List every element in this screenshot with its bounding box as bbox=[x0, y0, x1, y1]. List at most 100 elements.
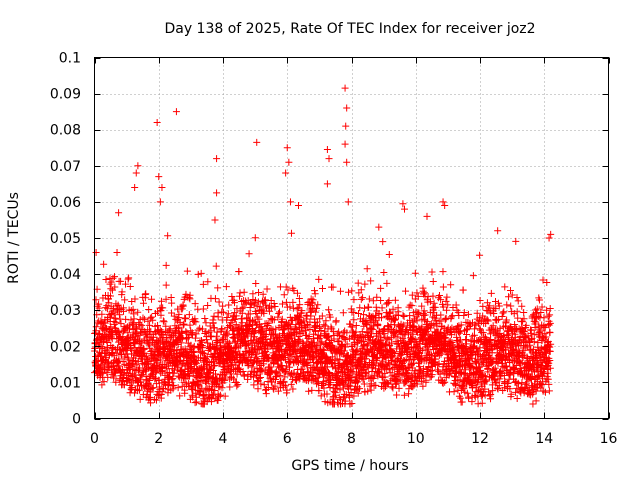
data-point bbox=[179, 302, 187, 310]
data-point bbox=[493, 316, 501, 324]
data-point bbox=[373, 293, 381, 301]
data-point bbox=[441, 202, 449, 210]
data-point bbox=[144, 356, 152, 364]
data-point bbox=[179, 321, 187, 329]
data-point bbox=[124, 329, 132, 337]
data-point bbox=[439, 198, 447, 206]
data-point bbox=[504, 379, 512, 387]
data-point bbox=[233, 370, 241, 378]
data-point bbox=[125, 356, 133, 364]
data-point bbox=[213, 332, 221, 340]
data-point bbox=[476, 325, 484, 333]
data-point bbox=[192, 318, 200, 326]
data-point bbox=[514, 314, 522, 322]
x-tick-label: 0 bbox=[90, 431, 99, 447]
data-point bbox=[168, 333, 176, 341]
data-point bbox=[202, 357, 210, 365]
data-point bbox=[107, 323, 115, 331]
data-point bbox=[399, 200, 407, 208]
data-point bbox=[157, 394, 165, 402]
data-point bbox=[203, 353, 211, 361]
data-point bbox=[325, 306, 333, 314]
data-point bbox=[503, 301, 511, 309]
data-point bbox=[228, 293, 236, 301]
data-point bbox=[469, 272, 477, 280]
data-point bbox=[421, 289, 428, 297]
data-point bbox=[282, 298, 290, 306]
data-point bbox=[239, 368, 247, 376]
data-point bbox=[323, 146, 331, 154]
data-point bbox=[249, 317, 257, 325]
data-point bbox=[207, 333, 215, 341]
data-point bbox=[148, 295, 156, 303]
data-point bbox=[166, 325, 174, 333]
data-point bbox=[188, 391, 196, 399]
data-point bbox=[506, 286, 514, 294]
data-point bbox=[253, 302, 261, 310]
data-point bbox=[136, 386, 144, 394]
data-point bbox=[149, 333, 157, 341]
data-point bbox=[121, 296, 129, 304]
data-point bbox=[111, 314, 119, 322]
data-point bbox=[199, 280, 207, 288]
data-point bbox=[189, 386, 197, 394]
data-point bbox=[533, 305, 541, 313]
data-point bbox=[259, 290, 267, 298]
data-point bbox=[246, 300, 254, 308]
data-point bbox=[260, 309, 268, 317]
data-point bbox=[162, 322, 170, 330]
data-point bbox=[225, 301, 233, 309]
data-point bbox=[196, 387, 204, 395]
data-point bbox=[158, 364, 166, 371]
data-point bbox=[230, 375, 238, 383]
data-point bbox=[282, 283, 290, 291]
data-point bbox=[215, 393, 223, 401]
data-point bbox=[126, 283, 134, 291]
data-point bbox=[126, 325, 134, 333]
data-point bbox=[252, 310, 260, 318]
data-point bbox=[156, 198, 164, 206]
data-point bbox=[494, 385, 502, 393]
data-point bbox=[199, 391, 207, 399]
x-tick-label: 2 bbox=[154, 431, 163, 447]
data-point bbox=[367, 386, 375, 394]
data-point bbox=[178, 382, 186, 390]
data-point bbox=[234, 380, 242, 388]
data-point bbox=[240, 288, 248, 296]
data-point bbox=[107, 285, 115, 293]
data-point bbox=[378, 304, 386, 312]
data-point bbox=[512, 237, 520, 245]
data-point bbox=[230, 316, 238, 324]
data-point bbox=[231, 299, 239, 307]
data-point bbox=[252, 350, 260, 358]
data-point bbox=[148, 384, 156, 392]
data-point bbox=[538, 303, 546, 311]
data-points bbox=[90, 84, 555, 408]
data-point bbox=[192, 398, 200, 406]
data-point bbox=[478, 392, 486, 400]
data-point bbox=[190, 378, 198, 386]
data-point bbox=[136, 395, 144, 403]
data-point bbox=[170, 312, 178, 320]
data-point bbox=[319, 285, 326, 293]
x-tick-label: 8 bbox=[347, 431, 356, 447]
data-point bbox=[159, 317, 167, 325]
data-point bbox=[105, 299, 113, 307]
data-point bbox=[130, 365, 138, 373]
data-point bbox=[111, 273, 119, 281]
data-point bbox=[194, 326, 202, 334]
data-point bbox=[257, 380, 265, 388]
data-point bbox=[223, 331, 231, 339]
data-point bbox=[401, 205, 409, 213]
data-point bbox=[372, 381, 380, 389]
data-point bbox=[518, 302, 526, 310]
data-point bbox=[308, 386, 316, 394]
data-point bbox=[170, 369, 178, 377]
data-point bbox=[118, 288, 126, 296]
data-point bbox=[545, 387, 553, 395]
data-point bbox=[221, 392, 229, 400]
data-point bbox=[219, 308, 227, 316]
x-axis-label: GPS time / hours bbox=[291, 458, 408, 474]
x-tick-label: 14 bbox=[535, 431, 553, 447]
data-point bbox=[204, 339, 212, 347]
